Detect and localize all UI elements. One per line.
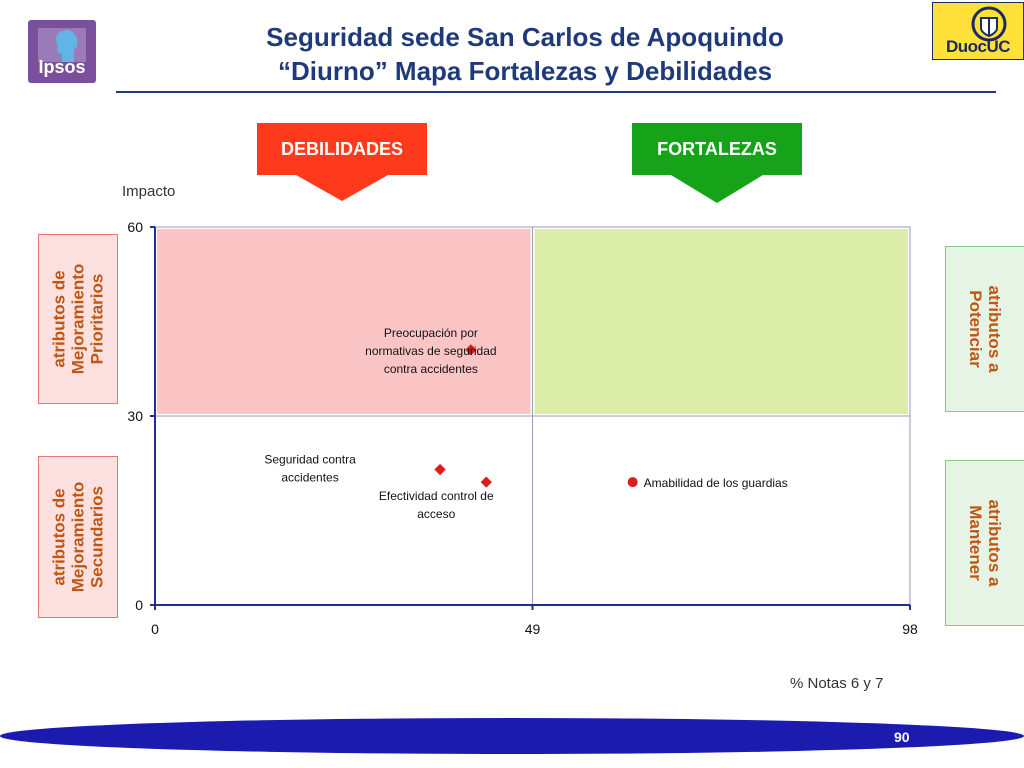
side-box-mantener: atributos a Mantener [945,460,1024,626]
y-tick-label: 60 [127,219,143,235]
data-point-label: Preocupación por normativas de seguridad c… [365,326,496,376]
data-point [434,463,446,476]
quadrant-fortalezas [534,229,908,414]
x-axis-label: % Notas 6 y 7 [790,675,884,692]
down-arrow-icon [296,175,388,201]
fortalezas-callout: FORTALEZAS [632,123,802,203]
side-box-secundarios: atributos de Mejoramiento Secundarios [38,456,118,618]
quadrant-debilidades [157,229,531,414]
x-tick-label: 98 [902,621,918,637]
x-tick-label: 49 [525,621,541,637]
y-tick-label: 0 [135,597,143,613]
side-box-potenciar: atributos a Potenciar [945,246,1024,412]
data-point [480,476,492,488]
page-number: 90 [894,729,910,745]
ipsos-logo-text: Ipsos [38,57,86,77]
page-title: Seguridad sede San Carlos de Apoquindo [266,22,784,52]
debilidades-callout: DEBILIDADES [257,123,427,201]
data-point [627,477,638,488]
title-divider [116,91,996,93]
duoc-logo-text: DuocUC [945,37,1011,56]
ipsos-logo: Ipsos [28,20,96,83]
data-point [465,344,477,356]
y-tick-label: 30 [127,408,143,424]
down-arrow-icon [671,175,763,203]
scatter-chart: 0 30 60 0 49 98 Preocupación por normativas de … [127,219,918,637]
data-point-label: Seguridad contra accidentes [264,453,356,485]
side-box-prioritarios: atributos de Mejoramiento Prioritarios [38,234,118,404]
page-subtitle: “Diurno” Mapa Fortalezas y Debilidades [277,56,773,86]
y-axis-label: Impacto [122,183,176,200]
x-tick-label: 0 [151,621,159,637]
data-point-label: Amabilidad de los guardias [644,476,788,490]
data-point-label: Efectividad control de acceso [379,489,494,521]
footer-band [0,718,1024,754]
debilidades-label: DEBILIDADES [257,123,427,175]
crest-icon [971,6,1007,42]
fortalezas-label: FORTALEZAS [632,123,802,175]
